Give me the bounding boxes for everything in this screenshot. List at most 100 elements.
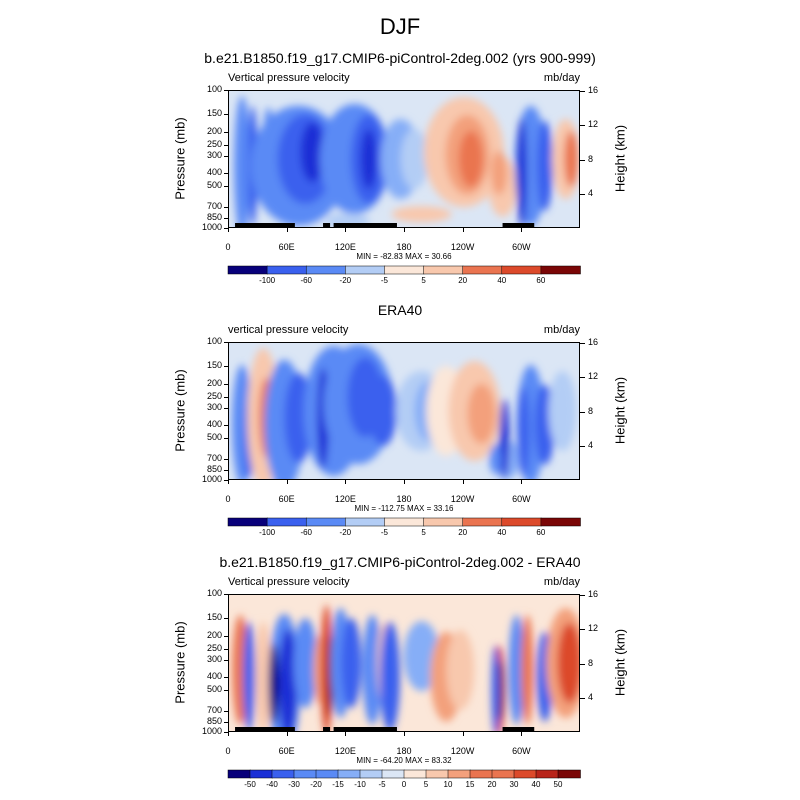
tick-mark bbox=[224, 383, 228, 385]
field-contour bbox=[521, 614, 534, 725]
colorbar-label: 15 bbox=[465, 780, 475, 789]
field-contour bbox=[517, 386, 530, 477]
colorbar-box bbox=[266, 265, 307, 275]
colorbar-box bbox=[540, 517, 581, 527]
field-contour bbox=[391, 206, 452, 223]
colorbar-box bbox=[315, 769, 339, 779]
plot-frame bbox=[228, 342, 580, 480]
longitude-tick-label: 120W bbox=[450, 494, 475, 504]
colorbar-label: -20 bbox=[310, 780, 322, 789]
y2-axis-label: Height (km) bbox=[612, 376, 628, 445]
field-contour bbox=[489, 444, 502, 475]
colorbar-box bbox=[271, 769, 295, 779]
pressure-tick-label: 700 bbox=[206, 452, 222, 463]
tick-mark bbox=[228, 228, 229, 232]
field-plot bbox=[228, 90, 580, 228]
field-plot bbox=[228, 342, 580, 480]
field-contour bbox=[458, 131, 483, 187]
longitude-tick-label: 60W bbox=[512, 746, 531, 756]
height-tick-label: 4 bbox=[588, 691, 594, 702]
colorbar-label: 50 bbox=[553, 780, 563, 789]
tick-mark bbox=[462, 480, 464, 484]
pressure-tick-label: 500 bbox=[206, 180, 222, 191]
colorbar-label: -100 bbox=[259, 528, 276, 537]
pressure-tick-label: 250 bbox=[206, 390, 222, 401]
tick-mark bbox=[345, 480, 347, 484]
colorbar-label: 20 bbox=[458, 528, 468, 537]
colorbar-label: -5 bbox=[378, 780, 386, 789]
pressure-tick-label: 150 bbox=[206, 360, 222, 371]
longitude-tick-label: 0 bbox=[225, 746, 231, 756]
colorbar-box bbox=[557, 769, 581, 779]
longitude-tick-label: 180 bbox=[396, 494, 412, 504]
field-contour bbox=[557, 623, 580, 703]
tick-mark bbox=[286, 480, 288, 484]
figure-title: DJF bbox=[379, 14, 421, 39]
tick-mark bbox=[224, 480, 228, 481]
field-contour bbox=[508, 614, 525, 725]
colorbar-label: 0 bbox=[401, 780, 407, 789]
tick-mark bbox=[224, 366, 228, 368]
pressure-tick-label: 300 bbox=[206, 653, 222, 664]
orography-bar bbox=[502, 223, 535, 228]
colorbar-label: -20 bbox=[339, 528, 352, 537]
pressure-tick-label: 250 bbox=[206, 642, 222, 653]
pressure-tick-label: 250 bbox=[206, 138, 222, 149]
pressure-tick-label: 1000 bbox=[201, 726, 222, 736]
colorbar-label: -15 bbox=[332, 780, 344, 789]
tick-mark bbox=[228, 480, 229, 484]
field-contour bbox=[564, 131, 579, 187]
orography-bar bbox=[256, 727, 267, 732]
tick-mark bbox=[580, 411, 585, 413]
field-contour bbox=[360, 129, 377, 189]
tick-mark bbox=[224, 206, 228, 208]
pressure-tick-label: 150 bbox=[206, 612, 222, 623]
tick-mark bbox=[224, 618, 228, 620]
colorbar bbox=[227, 265, 581, 275]
field-contour bbox=[400, 129, 429, 189]
colorbar-box bbox=[513, 769, 537, 779]
height-tick-label: 12 bbox=[588, 623, 599, 634]
field-contour bbox=[497, 660, 504, 721]
colorbar-label: -30 bbox=[288, 780, 300, 789]
longitude-tick-label: 120E bbox=[334, 242, 356, 252]
colorbar-label: 40 bbox=[531, 780, 541, 789]
tick-mark bbox=[521, 228, 523, 232]
colorbar-box bbox=[384, 517, 425, 527]
tick-mark bbox=[224, 594, 228, 595]
plot-frame bbox=[228, 90, 580, 228]
tick-mark bbox=[462, 228, 464, 232]
field-contour bbox=[300, 122, 325, 183]
colorbar-label: 30 bbox=[509, 780, 519, 789]
field-contour bbox=[446, 629, 475, 710]
colorbar-box bbox=[359, 769, 383, 779]
tick-mark bbox=[580, 91, 585, 92]
colorbar-label: 20 bbox=[487, 780, 497, 789]
pressure-tick-label: 300 bbox=[206, 149, 222, 160]
tick-mark bbox=[224, 659, 228, 661]
colorbar-box bbox=[227, 265, 268, 275]
field-contour bbox=[379, 621, 400, 732]
tick-mark bbox=[521, 480, 523, 484]
height-tick-label: 8 bbox=[588, 153, 594, 164]
panel-title: b.e21.B1850.f19_g17.CMIP6-piControl-2deg… bbox=[204, 50, 596, 66]
orography-bar bbox=[256, 223, 267, 228]
tick-mark bbox=[404, 228, 405, 232]
colorbar-box bbox=[423, 517, 464, 527]
pressure-tick-label: 200 bbox=[206, 125, 222, 136]
pressure-tick-label: 700 bbox=[206, 200, 222, 211]
pressure-tick-label: 300 bbox=[206, 401, 222, 412]
colorbar-box bbox=[227, 769, 251, 779]
tick-mark bbox=[404, 732, 405, 736]
variable-label: Vertical pressure velocity bbox=[228, 576, 350, 588]
panel-title: ERA40 bbox=[377, 302, 423, 318]
colorbar-box bbox=[305, 517, 347, 527]
field-contour bbox=[362, 614, 383, 725]
tick-mark bbox=[286, 228, 288, 232]
min-max-label: MIN = -82.83 MAX = 30.66 bbox=[356, 252, 452, 261]
longitude-tick-label: 120W bbox=[450, 746, 475, 756]
colorbar-label: 40 bbox=[497, 528, 507, 537]
colorbar-box bbox=[345, 517, 386, 527]
tick-mark bbox=[224, 186, 228, 188]
colorbar-box bbox=[447, 769, 471, 779]
